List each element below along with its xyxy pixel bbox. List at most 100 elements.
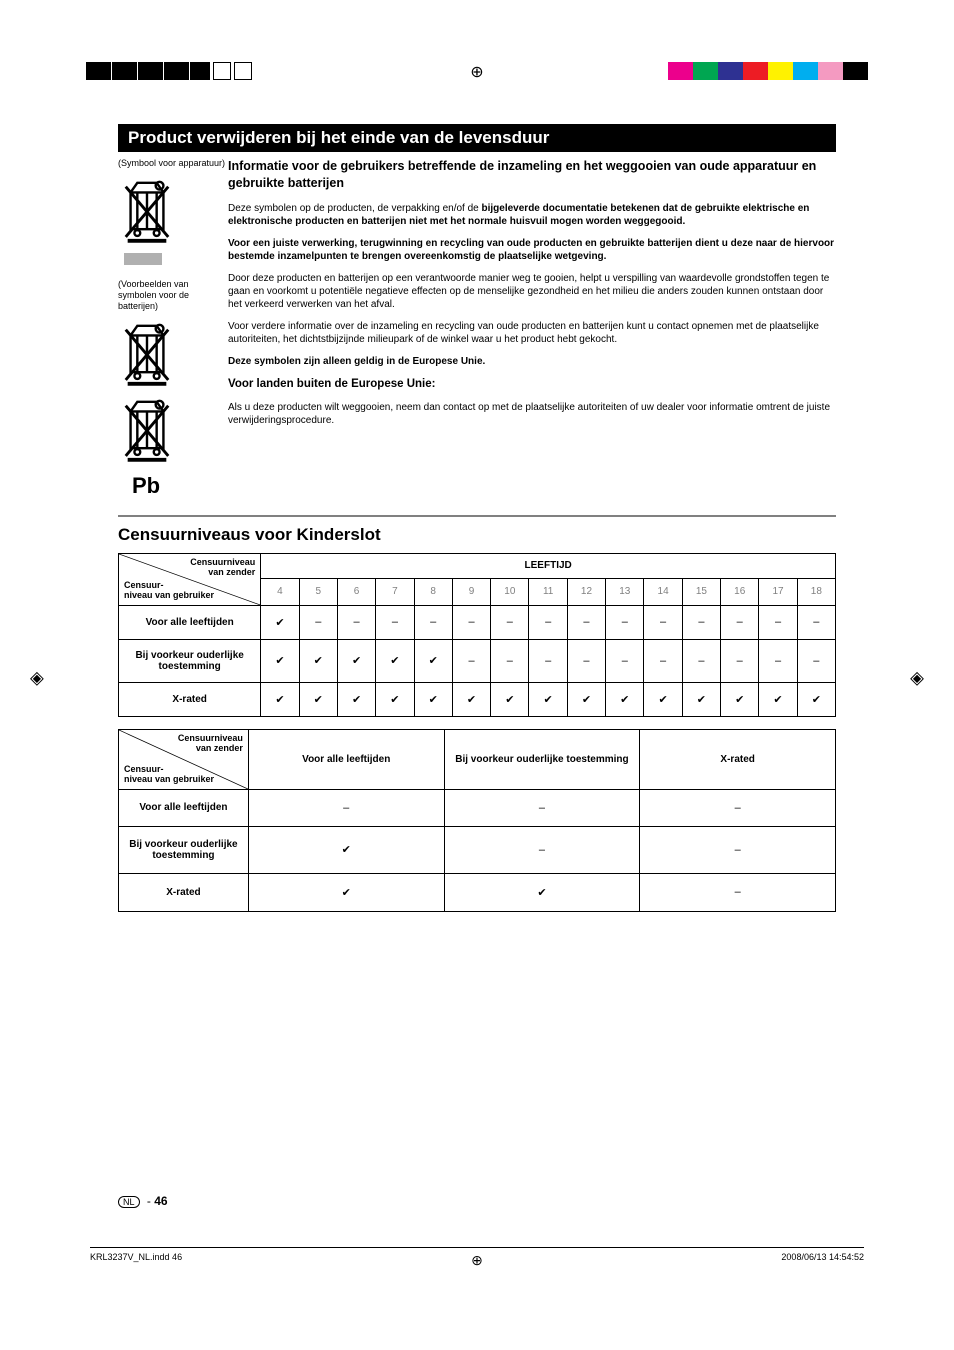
gray-bar [124, 253, 162, 265]
mark-cell: ✔ [261, 605, 299, 639]
mark-cell: – [721, 605, 759, 639]
mark-cell: ✔ [299, 682, 337, 716]
section2-heading: Censuurniveaus voor Kinderslot [118, 525, 836, 545]
age-cell: 14 [644, 578, 682, 605]
mark-cell: – [491, 605, 529, 639]
mark-cell: ✔ [606, 682, 644, 716]
mark-cell: ✔ [644, 682, 682, 716]
mark-cell: ✔ [491, 682, 529, 716]
mark-cell: – [567, 639, 605, 682]
age-cell: 7 [376, 578, 414, 605]
row-label: Voor alle leeftijden [119, 605, 261, 639]
mark-cell: – [640, 873, 836, 911]
mark-cell: – [759, 639, 797, 682]
mark-cell: – [337, 605, 375, 639]
left-column: (Symbool voor apparatuur) (Voorbeelden v… [118, 158, 228, 499]
subtitle: Voor landen buiten de Europese Unie: [228, 377, 836, 392]
mark-cell: – [721, 639, 759, 682]
crop-marks: ⊕ [0, 62, 954, 90]
mark-cell: ✔ [682, 682, 720, 716]
mark-cell: ✔ [721, 682, 759, 716]
page-number: 46 [154, 1194, 167, 1208]
registration-bottom-icon: ⊕ [471, 1252, 483, 1269]
mark-cell: – [606, 605, 644, 639]
weee-bin-icon [118, 177, 176, 247]
caption-batteries: (Voorbeelden van symbolen voor de batter… [118, 279, 228, 311]
mark-cell: – [797, 605, 835, 639]
section-banner: Product verwijderen bij het einde van de… [118, 124, 836, 152]
mark-cell: – [444, 789, 640, 826]
age-cell: 13 [606, 578, 644, 605]
registration-right-icon: ◈ [910, 668, 924, 689]
mark-cell: ✔ [299, 639, 337, 682]
row-label: X-rated [119, 873, 249, 911]
imprint-file: KRL3237V_NL.indd 46 [90, 1252, 182, 1262]
age-head: LEEFTIJD [261, 553, 836, 578]
mark-cell: ✔ [444, 873, 640, 911]
col-head: Bij voorkeur ouderlijke toestemming [444, 729, 640, 789]
mark-cell: – [682, 639, 720, 682]
mark-cell: – [644, 639, 682, 682]
info-title: Informatie voor de gebruikers betreffend… [228, 158, 836, 192]
imprint-date: 2008/06/13 14:54:52 [781, 1252, 864, 1262]
mark-cell: ✔ [529, 682, 567, 716]
weee-bin-icon-2 [118, 320, 176, 390]
imprint: KRL3237V_NL.indd 46 ⊕ 2008/06/13 14:54:5… [90, 1247, 864, 1262]
weee-bin-icon-3 [118, 396, 176, 466]
age-cell: 10 [491, 578, 529, 605]
age-cell: 11 [529, 578, 567, 605]
mark-cell: ✔ [414, 639, 452, 682]
registration-center-icon: ⊕ [470, 62, 483, 82]
mark-cell: ✔ [248, 873, 444, 911]
age-cell: 9 [452, 578, 490, 605]
caption-equipment: (Symbool voor apparatuur) [118, 158, 228, 169]
age-cell: 18 [797, 578, 835, 605]
table-category: Censuurniveauvan zender Censuur-niveau v… [118, 729, 836, 912]
page-content: Product verwijderen bij het einde van de… [118, 124, 836, 912]
mark-cell: – [491, 639, 529, 682]
mark-cell: – [452, 639, 490, 682]
mark-cell: – [797, 639, 835, 682]
page-footer: NL - 46 [118, 1194, 168, 1208]
mark-cell: ✔ [261, 639, 299, 682]
col-head: X-rated [640, 729, 836, 789]
para-4: Voor verdere informatie over de inzameli… [228, 320, 836, 346]
mark-cell: – [640, 826, 836, 873]
mark-cell: – [759, 605, 797, 639]
mark-cell: ✔ [376, 682, 414, 716]
diag-header-1: Censuurniveauvan zender Censuur-niveau v… [119, 553, 261, 605]
mark-cell: – [644, 605, 682, 639]
mark-cell: ✔ [376, 639, 414, 682]
para-3: Door deze producten en batterijen op een… [228, 272, 836, 311]
age-cell: 12 [567, 578, 605, 605]
para-2: Voor een juiste verwerking, terugwinning… [228, 237, 836, 263]
mark-cell: – [529, 639, 567, 682]
row-label: X-rated [119, 682, 261, 716]
mark-cell: ✔ [452, 682, 490, 716]
age-cell: 15 [682, 578, 720, 605]
mark-cell: – [248, 789, 444, 826]
mark-cell: – [606, 639, 644, 682]
para-1: Deze symbolen op de producten, de verpak… [228, 202, 836, 228]
mark-cell: – [529, 605, 567, 639]
right-column: Informatie voor de gebruikers betreffend… [228, 158, 836, 499]
age-cell: 8 [414, 578, 452, 605]
mark-cell: ✔ [567, 682, 605, 716]
mark-cell: ✔ [414, 682, 452, 716]
age-cell: 16 [721, 578, 759, 605]
row-label: Voor alle leeftijden [119, 789, 249, 826]
mark-cell: – [376, 605, 414, 639]
mark-cell: ✔ [337, 639, 375, 682]
row-label: Bij voorkeur ouderlijke toestemming [119, 639, 261, 682]
age-cell: 6 [337, 578, 375, 605]
age-cell: 5 [299, 578, 337, 605]
separator [118, 515, 836, 517]
mark-cell: – [682, 605, 720, 639]
table-age: Censuurniveauvan zender Censuur-niveau v… [118, 553, 836, 717]
mark-cell: ✔ [261, 682, 299, 716]
mark-cell: – [640, 789, 836, 826]
color-bars [668, 62, 868, 80]
mark-cell: – [299, 605, 337, 639]
mark-cell: – [414, 605, 452, 639]
mark-cell: – [452, 605, 490, 639]
